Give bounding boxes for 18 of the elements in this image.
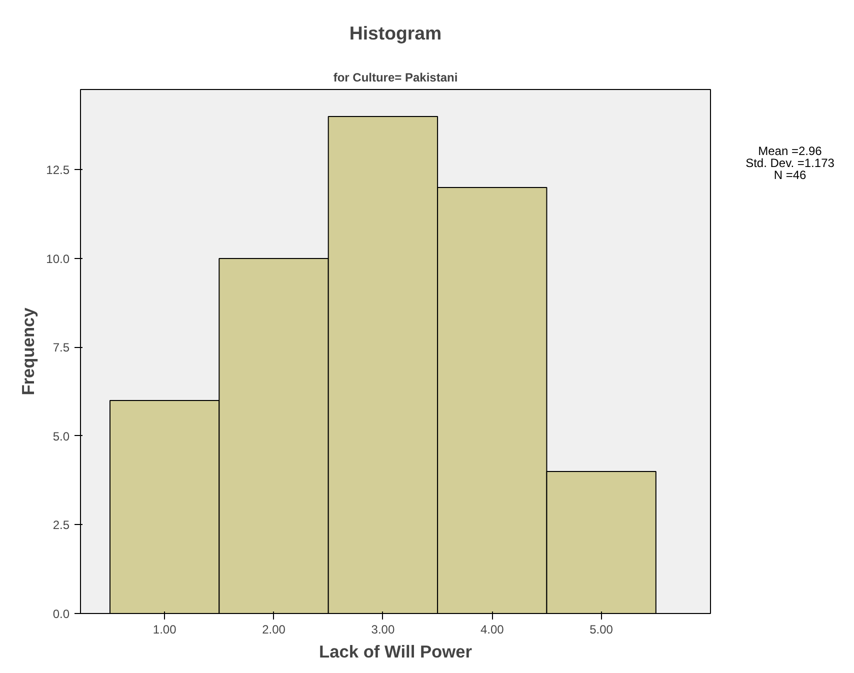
y-axis-title: Frequency [18,307,38,396]
y-tick-label: 12.5 [46,163,70,178]
y-tick-label: 2.5 [52,518,70,532]
text: Std. Dev. =1.173 [746,156,834,170]
y-tick-label: 0.0 [52,607,70,621]
x-axis-title: Lack of Will Power [319,642,472,662]
x-tick-label: 1.00 [152,622,177,636]
x-tick-label: 4.00 [480,622,504,636]
chart-title: Histogram [349,22,442,44]
x-tick-label: 2.00 [262,622,286,636]
y-tick-label: 7.5 [52,340,70,355]
text: Mean =2.96 [758,144,822,158]
y-tick-label: 10.0 [46,252,70,266]
y-tick-label: 5.0 [52,429,70,444]
chart-subtitle: for Culture= Pakistani [333,70,458,84]
x-tick-label: 5.00 [590,622,614,636]
text: N =46 [774,168,806,182]
x-tick-label: 3.00 [371,622,395,636]
